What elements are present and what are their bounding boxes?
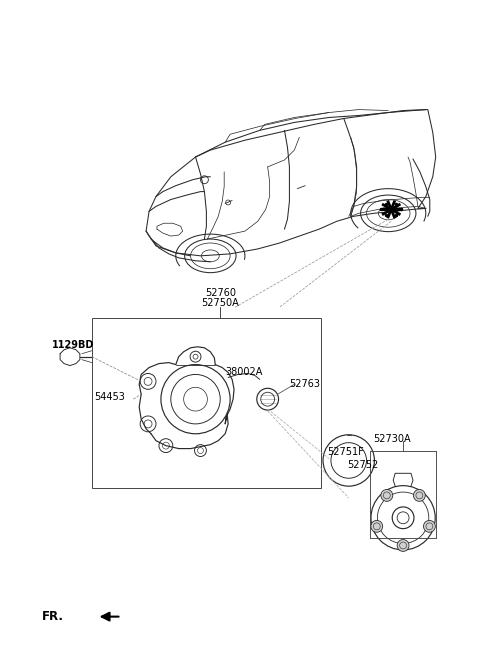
Circle shape xyxy=(423,520,435,532)
Text: FR.: FR. xyxy=(42,610,64,623)
Text: 52750A: 52750A xyxy=(201,298,239,308)
Circle shape xyxy=(381,489,393,501)
Text: 52763: 52763 xyxy=(289,379,321,390)
Text: 52752: 52752 xyxy=(347,461,378,470)
Text: 52730A: 52730A xyxy=(373,434,411,443)
Circle shape xyxy=(413,489,425,501)
Text: 52751F: 52751F xyxy=(327,447,364,457)
Text: 54453: 54453 xyxy=(94,392,125,402)
Text: 52760: 52760 xyxy=(205,288,236,298)
Circle shape xyxy=(371,520,383,532)
Text: 1129BD: 1129BD xyxy=(52,340,95,350)
Text: 38002A: 38002A xyxy=(225,367,263,378)
Circle shape xyxy=(397,539,409,551)
Bar xyxy=(92,318,321,488)
